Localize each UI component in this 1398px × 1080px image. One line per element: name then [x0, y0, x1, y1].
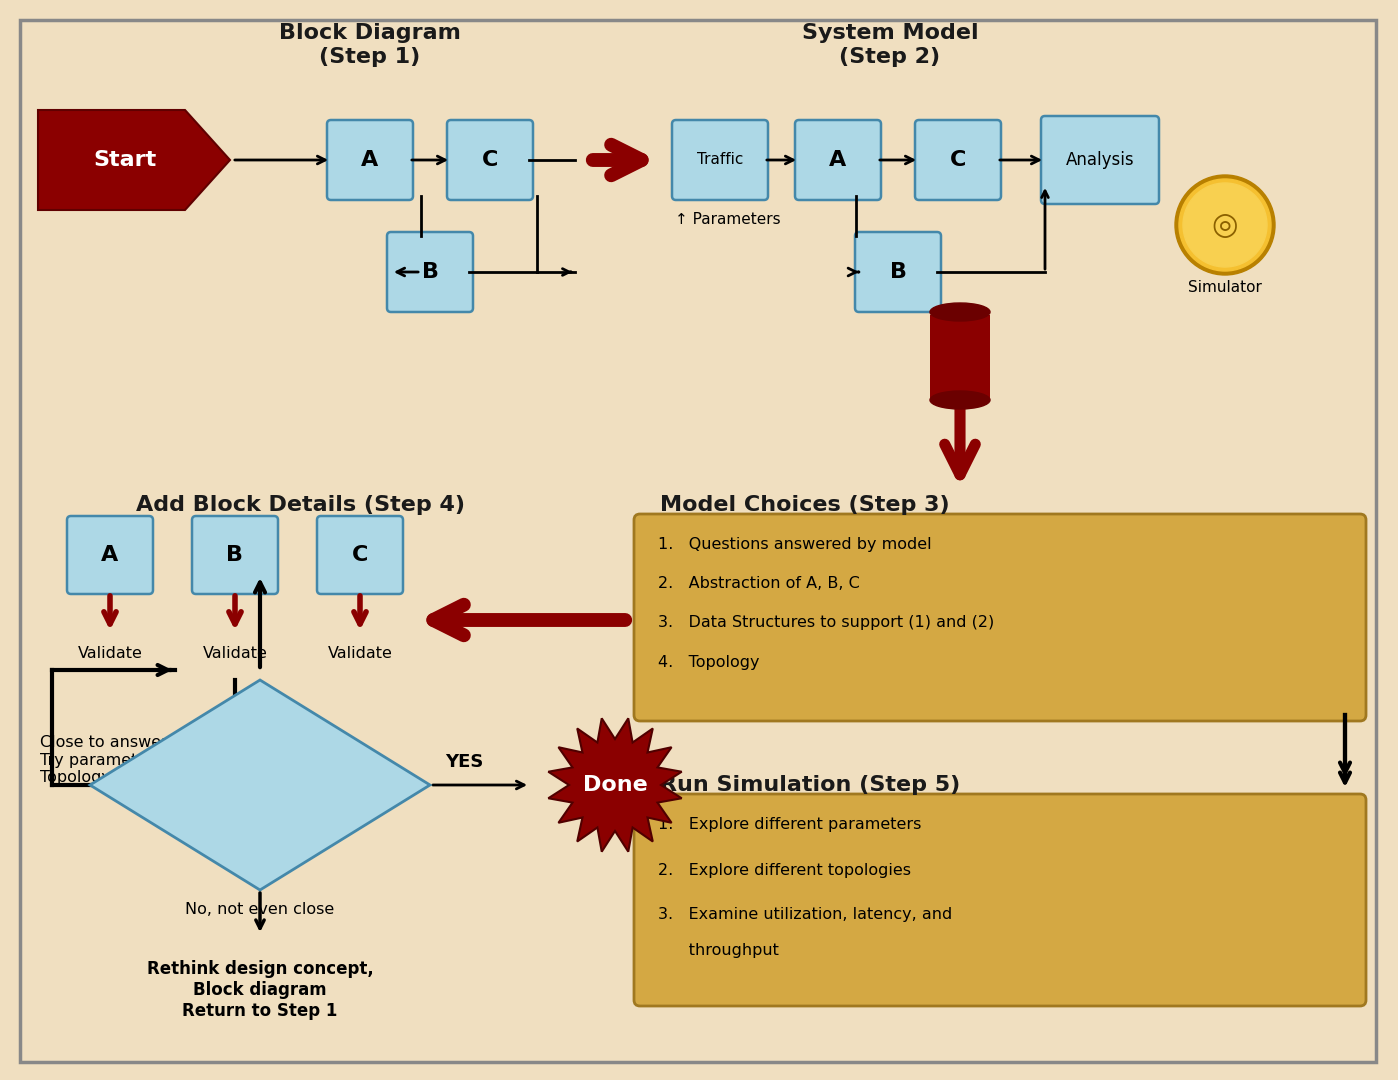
Polygon shape: [38, 110, 231, 210]
Text: 1.   Explore different parameters: 1. Explore different parameters: [658, 818, 921, 833]
Polygon shape: [89, 680, 431, 890]
Circle shape: [1174, 175, 1275, 275]
Text: Traffic: Traffic: [696, 152, 744, 167]
FancyBboxPatch shape: [317, 516, 403, 594]
Text: Block Diagram
(Step 1): Block Diagram (Step 1): [280, 24, 461, 67]
Text: B: B: [889, 262, 906, 282]
FancyBboxPatch shape: [930, 315, 990, 400]
Text: Rethink design concept,
Block diagram
Return to Step 1: Rethink design concept, Block diagram Re…: [147, 960, 373, 1020]
Circle shape: [1179, 179, 1271, 271]
Text: throughput: throughput: [658, 943, 779, 958]
Text: B: B: [226, 545, 243, 565]
Ellipse shape: [930, 303, 990, 321]
Text: YES: YES: [445, 753, 484, 771]
Text: C: C: [949, 150, 966, 170]
Text: A: A: [361, 150, 379, 170]
Text: A: A: [829, 150, 847, 170]
Text: ◎: ◎: [1212, 211, 1239, 240]
Text: 4.   Topology: 4. Topology: [658, 656, 759, 671]
Text: B: B: [422, 262, 439, 282]
Text: Model Choices (Step 3): Model Choices (Step 3): [660, 495, 949, 515]
Text: Simulator: Simulator: [1188, 280, 1262, 295]
FancyBboxPatch shape: [20, 21, 1376, 1062]
Text: Validate: Validate: [327, 646, 393, 661]
Text: Close to answer
Try parameters
Topology changes: Close to answer Try parameters Topology …: [41, 735, 183, 785]
Text: Add Block Details (Step 4): Add Block Details (Step 4): [136, 495, 464, 515]
Text: 3.   Data Structures to support (1) and (2): 3. Data Structures to support (1) and (2…: [658, 616, 994, 631]
FancyBboxPatch shape: [916, 120, 1001, 200]
Text: Validate: Validate: [77, 646, 143, 661]
FancyBboxPatch shape: [327, 120, 412, 200]
Text: 2.   Explore different topologies: 2. Explore different topologies: [658, 863, 911, 877]
Text: C: C: [352, 545, 368, 565]
FancyBboxPatch shape: [1042, 116, 1159, 204]
FancyBboxPatch shape: [635, 514, 1366, 721]
Polygon shape: [548, 718, 682, 852]
Text: 2.   Abstraction of A, B, C: 2. Abstraction of A, B, C: [658, 576, 860, 591]
FancyBboxPatch shape: [67, 516, 152, 594]
Ellipse shape: [930, 391, 990, 409]
Text: Validate: Validate: [203, 646, 267, 661]
Text: Start: Start: [94, 150, 157, 170]
Circle shape: [1183, 183, 1267, 267]
Text: Analysis: Analysis: [1065, 151, 1134, 168]
FancyBboxPatch shape: [672, 120, 768, 200]
FancyBboxPatch shape: [856, 232, 941, 312]
Text: No, not even close: No, not even close: [186, 903, 334, 918]
Text: C: C: [482, 150, 498, 170]
Text: Done: Done: [583, 775, 647, 795]
FancyBboxPatch shape: [795, 120, 881, 200]
FancyBboxPatch shape: [635, 794, 1366, 1005]
FancyBboxPatch shape: [447, 120, 533, 200]
Text: 1.   Questions answered by model: 1. Questions answered by model: [658, 538, 931, 553]
Text: A: A: [102, 545, 119, 565]
FancyBboxPatch shape: [387, 232, 473, 312]
Text: System Model
(Step 2): System Model (Step 2): [801, 24, 979, 67]
FancyBboxPatch shape: [192, 516, 278, 594]
Text: Run Simulation (Step 5): Run Simulation (Step 5): [660, 775, 960, 795]
Text: ↑ Parameters: ↑ Parameters: [675, 213, 780, 228]
Text: 3.   Examine utilization, latency, and: 3. Examine utilization, latency, and: [658, 907, 952, 922]
